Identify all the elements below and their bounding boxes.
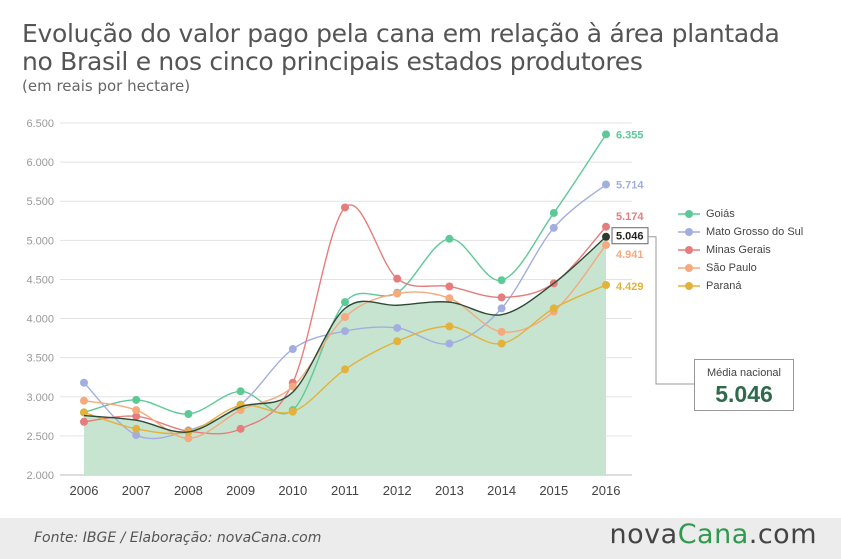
data-point bbox=[341, 327, 349, 336]
data-point bbox=[549, 223, 558, 232]
data-point bbox=[445, 322, 454, 331]
data-point bbox=[80, 417, 88, 426]
data-point bbox=[602, 280, 610, 289]
y-tick-label: 4.500 bbox=[26, 274, 54, 286]
series-end-label: 5.174 bbox=[616, 211, 644, 223]
data-point bbox=[393, 337, 402, 346]
national-average-line bbox=[83, 236, 607, 433]
series-end-label: 5.714 bbox=[616, 179, 644, 191]
y-tick-label: 3.000 bbox=[26, 392, 54, 404]
data-point bbox=[497, 327, 506, 336]
chart-title: Evolução do valor pago pela cana em rela… bbox=[22, 20, 822, 76]
data-point bbox=[393, 289, 402, 298]
national-average-area bbox=[84, 236, 606, 475]
series-end-label: 6.355 bbox=[616, 129, 644, 141]
data-point bbox=[184, 409, 193, 418]
data-point bbox=[132, 424, 141, 433]
data-point bbox=[602, 180, 610, 189]
data-point bbox=[288, 345, 297, 354]
footer-bar: Fonte: IBGE / Elaboração: novaCana.com n… bbox=[0, 518, 841, 559]
national-average-box: Média nacional 5.046 bbox=[694, 359, 794, 411]
x-tick-label: 2013 bbox=[435, 483, 464, 498]
data-point bbox=[80, 378, 88, 387]
x-tick-label: 2007 bbox=[122, 483, 151, 498]
x-tick-label: 2014 bbox=[487, 483, 516, 498]
data-point bbox=[445, 282, 454, 291]
data-point bbox=[132, 431, 141, 440]
data-point bbox=[184, 434, 193, 443]
data-point bbox=[393, 274, 402, 283]
average-connector bbox=[648, 236, 694, 385]
data-point bbox=[132, 412, 141, 421]
data-point bbox=[80, 396, 88, 405]
data-point bbox=[341, 365, 349, 374]
chart-subtitle: (em reais por hectare) bbox=[22, 77, 191, 95]
data-point bbox=[288, 407, 297, 416]
data-point bbox=[236, 424, 245, 433]
x-tick-label: 2010 bbox=[278, 483, 307, 498]
y-tick-label: 3.500 bbox=[26, 353, 54, 365]
national-average-end-label: 5.046 bbox=[616, 231, 644, 243]
data-point bbox=[602, 240, 610, 249]
chart-plot: 2.000 2.500 3.000 3.500 4.000 4.500 5.000 5.500… bbox=[26, 118, 694, 498]
x-tick-label: 2011 bbox=[331, 483, 359, 498]
legend-marker bbox=[678, 228, 700, 236]
y-tick-label: 2.500 bbox=[26, 431, 54, 443]
data-point bbox=[393, 323, 402, 332]
series-end-label: 4.941 bbox=[616, 249, 644, 261]
x-tick-label: 2008 bbox=[174, 483, 203, 498]
data-point bbox=[132, 406, 141, 415]
legend-marker bbox=[678, 210, 700, 218]
novacana-logo[interactable]: novaCana.com bbox=[610, 519, 817, 550]
legend-label: Mato Grosso do Sul bbox=[706, 226, 804, 238]
data-point bbox=[236, 387, 245, 396]
data-point bbox=[497, 304, 506, 313]
data-point bbox=[341, 298, 349, 307]
logo-part-nova: nova bbox=[609, 519, 678, 550]
x-tick-label: 2006 bbox=[70, 483, 99, 498]
y-tick-label: 6.500 bbox=[26, 118, 54, 130]
logo-part-cana: Cana bbox=[677, 519, 749, 550]
legend-label: Paraná bbox=[706, 280, 742, 292]
data-point bbox=[445, 339, 454, 348]
legend-marker bbox=[678, 282, 700, 290]
y-tick-label: 6.000 bbox=[26, 157, 54, 169]
data-point bbox=[445, 234, 454, 243]
data-point bbox=[341, 203, 349, 212]
data-point bbox=[341, 312, 349, 321]
data-point bbox=[497, 276, 506, 285]
source-note: Fonte: IBGE / Elaboração: novaCana.com bbox=[34, 530, 322, 546]
national-average-end-box bbox=[611, 227, 649, 245]
title-line-1: Evolução do valor pago pela cana em rela… bbox=[22, 19, 780, 48]
data-point bbox=[288, 382, 297, 391]
y-tick-label: 5.000 bbox=[26, 235, 54, 247]
y-tick-label: 5.500 bbox=[26, 196, 54, 208]
data-point bbox=[549, 304, 558, 313]
legend-label: Goiás bbox=[706, 208, 735, 220]
data-point bbox=[445, 294, 454, 303]
data-point bbox=[80, 408, 88, 417]
legend-marker bbox=[678, 246, 700, 254]
y-tick-label: 2.000 bbox=[26, 470, 54, 482]
legend-marker bbox=[678, 264, 700, 272]
legend-label: Minas Gerais bbox=[706, 244, 771, 256]
title-line-2: no Brasil e nos cinco principais estados… bbox=[22, 47, 643, 76]
series-end-label: 4.429 bbox=[616, 281, 644, 293]
y-tick-label: 4.000 bbox=[26, 314, 54, 326]
x-tick-label: 2015 bbox=[539, 483, 568, 498]
x-tick-label: 2012 bbox=[383, 483, 412, 498]
data-point bbox=[602, 130, 610, 139]
data-point bbox=[602, 222, 610, 231]
x-tick-label: 2009 bbox=[226, 483, 255, 498]
national-average-point bbox=[602, 232, 610, 241]
data-point bbox=[132, 395, 141, 404]
data-point bbox=[549, 208, 558, 217]
logo-part-com: .com bbox=[748, 519, 817, 550]
legend-label: São Paulo bbox=[706, 262, 757, 274]
data-point bbox=[497, 293, 506, 302]
national-average-label: Média nacional bbox=[707, 367, 781, 379]
data-point bbox=[497, 339, 506, 348]
x-tick-label: 2016 bbox=[592, 483, 621, 498]
national-average-value: 5.046 bbox=[715, 381, 773, 407]
